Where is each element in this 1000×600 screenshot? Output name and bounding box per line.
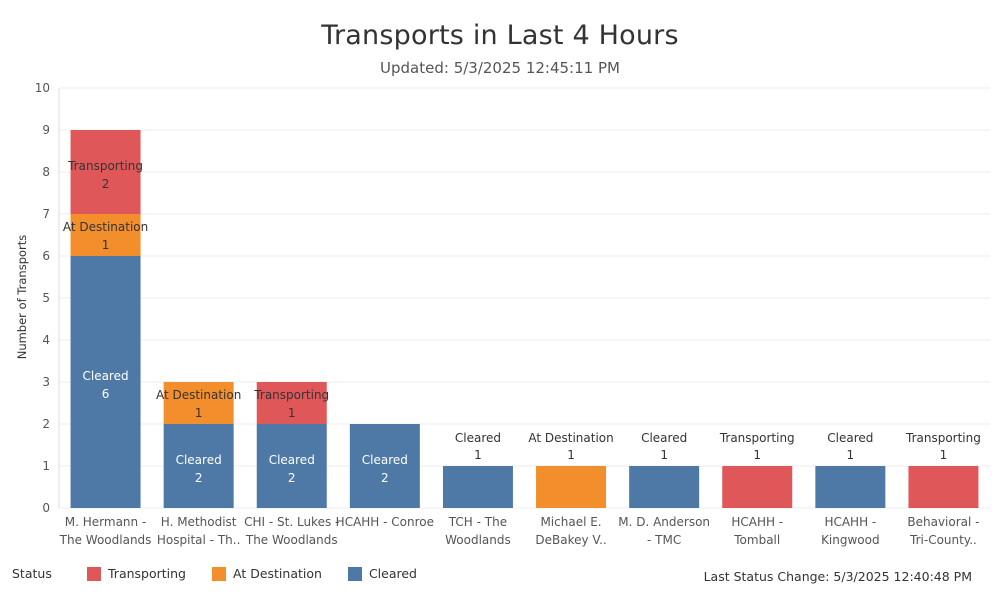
data-label-value: 2 <box>102 177 110 191</box>
bar-at-destination <box>163 382 234 424</box>
y-tick-label: 10 <box>35 81 50 95</box>
data-label-value: 1 <box>195 406 203 420</box>
bar-cleared <box>629 466 700 508</box>
data-label-value: 1 <box>847 448 855 462</box>
legend-label-at-destination: At Destination <box>233 566 322 581</box>
x-tick-label: Behavioral - <box>907 515 979 529</box>
x-tick-label: - TMC <box>647 533 681 547</box>
y-tick-label: 8 <box>42 165 50 179</box>
y-tick-label: 3 <box>42 375 50 389</box>
data-label-status: Cleared <box>82 369 128 383</box>
x-tick-label: Tomball <box>733 533 780 547</box>
x-tick-label: CHI - St. Lukes - <box>244 515 339 529</box>
data-label-status: At Destination <box>156 388 241 402</box>
data-label-status: Cleared <box>176 453 222 467</box>
legend-swatch-cleared <box>347 566 362 581</box>
bar-cleared <box>70 256 141 508</box>
data-label-value: 1 <box>940 448 948 462</box>
bar-cleared <box>815 466 886 508</box>
legend: Status Transporting At Destination Clear… <box>12 566 443 581</box>
bar-transporting <box>70 130 141 214</box>
data-label-status: Cleared <box>827 431 873 445</box>
last-status-change: Last Status Change: 5/3/2025 12:40:48 PM <box>703 569 972 584</box>
data-label-status: Cleared <box>455 431 501 445</box>
bar-cleared <box>349 424 420 508</box>
data-label-status: Cleared <box>362 453 408 467</box>
data-label-status: Transporting <box>67 159 143 173</box>
bar-transporting <box>908 466 979 508</box>
y-tick-label: 7 <box>42 207 50 221</box>
bar-at-destination <box>536 466 607 508</box>
legend-label-transporting: Transporting <box>108 566 186 581</box>
data-label-value: 1 <box>474 448 482 462</box>
bar-transporting <box>722 466 793 508</box>
legend-title: Status <box>12 566 52 581</box>
bar-chart: 0 1 2 3 4 5 6 7 8 9 10 Cleared 6 At Destination 1 Trans… <box>35 81 990 547</box>
x-tick-label: TCH - The <box>448 515 507 529</box>
x-tick-label: HCAHH - Conroe <box>336 515 434 529</box>
y-tick-label: 9 <box>42 123 50 137</box>
x-tick-label: Kingwood <box>821 533 880 547</box>
y-tick-label: 6 <box>42 249 50 263</box>
chart-subtitle: Updated: 5/3/2025 12:45:11 PM <box>380 59 620 77</box>
bar-cleared <box>256 424 327 508</box>
x-tick-label: H. Methodist <box>161 515 237 529</box>
data-label-value: 1 <box>753 448 761 462</box>
bar-at-destination <box>70 214 141 256</box>
y-tick-label: 4 <box>42 333 50 347</box>
data-label-value: 1 <box>660 448 668 462</box>
x-tick-label: The Woodlands <box>245 533 338 547</box>
y-tick-label: 0 <box>42 501 50 515</box>
bar-transporting <box>256 382 327 424</box>
data-label-status: At Destination <box>528 431 613 445</box>
legend-swatch-at-destination <box>212 566 226 581</box>
x-tick-label: The Woodlands <box>59 533 152 547</box>
data-label-status: Cleared <box>269 453 315 467</box>
data-label-value: 1 <box>567 448 575 462</box>
data-label-status: Transporting <box>253 388 329 402</box>
data-label-status: Cleared <box>641 431 687 445</box>
legend-item-cleared[interactable]: Cleared <box>347 566 417 581</box>
x-tick-label: DeBakey V.. <box>535 533 606 547</box>
legend-label-cleared: Cleared <box>368 566 417 581</box>
data-label-value: 2 <box>288 471 296 485</box>
y-tick-label: 2 <box>42 417 50 431</box>
x-tick-label: Woodlands <box>445 533 511 547</box>
y-tick-label: 1 <box>42 459 50 473</box>
data-label-status: Transporting <box>905 431 981 445</box>
x-tick-label: HCAHH - <box>824 515 876 529</box>
data-label-value: 6 <box>102 387 110 401</box>
x-tick-label: Hospital - Th.. <box>157 533 240 547</box>
legend-swatch-transporting <box>87 566 101 581</box>
bar-cleared <box>163 424 234 508</box>
chart-title: Transports in Last 4 Hours <box>321 20 679 51</box>
legend-item-transporting[interactable]: Transporting <box>87 566 186 581</box>
x-tick-label: M. D. Anderson <box>618 515 710 529</box>
x-tick-label: M. Hermann - <box>65 515 147 529</box>
data-label-status: Transporting <box>719 431 795 445</box>
data-label-status: At Destination <box>63 220 148 234</box>
data-label-value: 2 <box>195 471 203 485</box>
data-label-value: 1 <box>102 238 110 252</box>
data-label-value: 1 <box>288 406 296 420</box>
legend-item-at-destination[interactable]: At Destination <box>212 566 322 581</box>
x-tick-label: HCAHH - <box>731 515 783 529</box>
data-label-value: 2 <box>381 471 389 485</box>
y-tick-label: 5 <box>42 291 50 305</box>
x-tick-label: Tri-County.. <box>909 533 977 547</box>
x-tick-label: Michael E. <box>540 515 601 529</box>
bar-cleared <box>442 466 513 508</box>
